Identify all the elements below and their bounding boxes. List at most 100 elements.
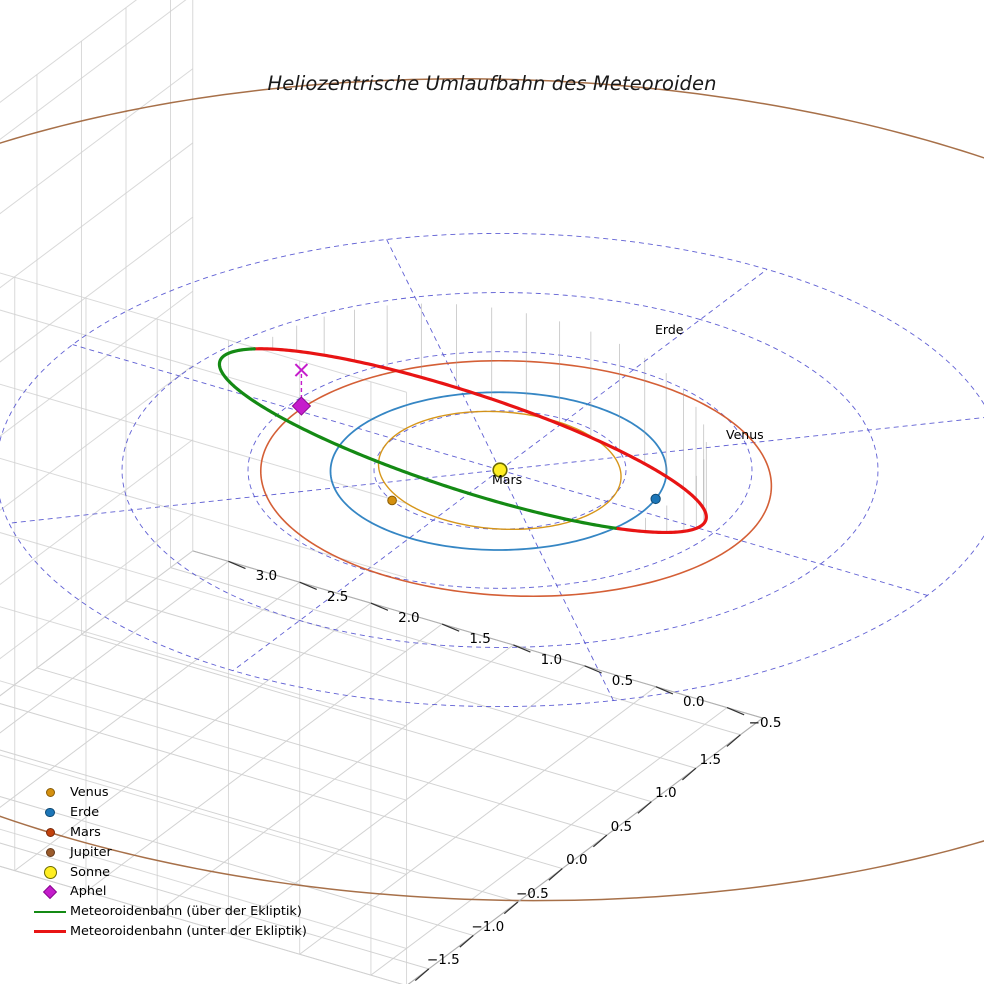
legend-marker-diamond-icon bbox=[30, 884, 70, 899]
x-axis-tick-label: −1.0 bbox=[471, 918, 505, 935]
y-axis-tick bbox=[228, 560, 246, 570]
meteoroid-orbit-above bbox=[217, 347, 563, 520]
marker-erde bbox=[650, 493, 661, 505]
legend-label: Meteoroidenbahn (unter der Ekliptik) bbox=[70, 923, 307, 939]
pane-gridline bbox=[0, 581, 300, 808]
y-axis-tick bbox=[726, 707, 745, 716]
legend-label: Jupiter bbox=[70, 844, 112, 860]
pane-gridline bbox=[0, 439, 194, 586]
pane-gridline bbox=[0, 532, 407, 653]
legend-marker-circle-icon bbox=[30, 847, 70, 857]
pane-gridline bbox=[0, 309, 407, 430]
x-axis-tick bbox=[548, 868, 563, 881]
x-axis-tick bbox=[637, 801, 652, 814]
pane-gridline bbox=[0, 560, 229, 734]
legend-label: Meteoroidenbahn (über der Ekliptik) bbox=[70, 904, 302, 920]
x-axis-tick-label: 0.0 bbox=[566, 852, 588, 869]
ecliptic-spoke bbox=[8, 469, 501, 524]
y-axis-tick-label: 1.0 bbox=[540, 651, 563, 668]
orbit-stems bbox=[272, 303, 707, 533]
x-axis-tick-label: 0.5 bbox=[610, 818, 633, 835]
pane-gridline bbox=[0, 0, 187, 141]
pane-gridline bbox=[0, 680, 407, 801]
x-axis-tick-label: −0.5 bbox=[515, 885, 549, 902]
y-axis-tick-label: 3.0 bbox=[255, 568, 278, 585]
ecliptic-spoke bbox=[72, 344, 501, 471]
pane-gridline bbox=[0, 606, 407, 727]
ecliptic-circle bbox=[121, 292, 879, 648]
legend-marker-circle-icon bbox=[30, 807, 70, 818]
legend-item-meteoroidenbahn[interactable]: Meteoroidenbahn (über der Ekliptik) bbox=[30, 902, 360, 922]
ecliptic-spoke bbox=[499, 417, 984, 471]
pane-gridline bbox=[170, 567, 741, 736]
legend-item-venus[interactable]: Venus bbox=[30, 783, 360, 803]
x-axis-tick bbox=[592, 834, 608, 848]
page-title: Heliozentrische Umlaufbahn des Meteoroid… bbox=[267, 72, 717, 95]
x-axis-tick bbox=[459, 934, 474, 948]
legend-item-sonne[interactable]: Sonne bbox=[30, 862, 360, 882]
legend-label: Aphel bbox=[70, 884, 107, 900]
y-axis-tick bbox=[441, 623, 460, 632]
x-axis-spine bbox=[407, 717, 763, 984]
erde-label: Erde bbox=[655, 322, 684, 337]
y-axis-tick-label: 0.5 bbox=[611, 672, 634, 689]
ecliptic-spoke bbox=[499, 469, 928, 596]
pane-gridline bbox=[0, 365, 194, 511]
pane-gridline bbox=[125, 600, 697, 769]
ecliptic-spoke bbox=[499, 469, 614, 701]
legend-item-meteoroidenbahn[interactable]: Meteoroidenbahn (unter der Ekliptik) bbox=[30, 922, 360, 942]
legend-item-jupiter[interactable]: Jupiter bbox=[30, 842, 360, 862]
y-axis-tick-label: −0.5 bbox=[748, 714, 782, 731]
pane-gridline bbox=[0, 754, 407, 875]
body-markers bbox=[291, 363, 661, 506]
pane-gridline bbox=[0, 68, 194, 215]
y-axis-tick-label: 1.5 bbox=[469, 631, 491, 647]
jupiter-orbit bbox=[0, 78, 984, 902]
pane-gridline bbox=[0, 703, 563, 870]
meteoroid-orbit-above bbox=[558, 516, 620, 531]
pane-gridline bbox=[0, 457, 407, 579]
y-axis-spine bbox=[192, 550, 763, 719]
pane-gridline bbox=[14, 602, 372, 872]
x-axis-tick-label: 1.0 bbox=[655, 785, 677, 802]
legend[interactable]: Venus Erde Mars Jupiter Sonne Aphel Meteoroide… bbox=[30, 783, 360, 941]
axis-panes bbox=[0, 0, 763, 984]
ecliptic-spoke bbox=[232, 469, 501, 672]
pane-gridline bbox=[0, 272, 407, 393]
pane-gridline bbox=[81, 633, 652, 803]
x-axis-tick bbox=[681, 767, 697, 781]
legend-marker-line-icon bbox=[30, 910, 70, 913]
pane-gridline bbox=[85, 623, 443, 892]
aphel-cross-marker bbox=[294, 363, 309, 377]
pane-gridline bbox=[0, 749, 518, 903]
pane-gridline bbox=[370, 707, 728, 976]
marker-aphel bbox=[291, 396, 312, 416]
ecliptic-spoke bbox=[386, 239, 501, 471]
x-axis-tick bbox=[726, 734, 741, 747]
venus-label: Venus bbox=[726, 427, 764, 442]
legend-label: Venus bbox=[70, 785, 109, 801]
legend-marker-circle-icon bbox=[30, 788, 70, 798]
marker-sonne bbox=[492, 462, 508, 478]
y-axis-tick bbox=[370, 602, 389, 611]
mars-label: Mars bbox=[492, 472, 523, 487]
x-axis-tick bbox=[503, 901, 519, 915]
x-axis-tick bbox=[414, 968, 430, 982]
ecliptic-reference-grid bbox=[0, 232, 984, 708]
y-axis-tick bbox=[513, 644, 531, 653]
x-axis-tick-label: −1.5 bbox=[426, 952, 460, 969]
marker-venus bbox=[387, 495, 397, 506]
legend-item-aphel[interactable]: Aphel bbox=[30, 882, 360, 902]
legend-item-erde[interactable]: Erde bbox=[30, 803, 360, 823]
y-axis-tick bbox=[299, 581, 317, 590]
ecliptic-spoke bbox=[499, 268, 768, 471]
legend-label: Erde bbox=[70, 805, 100, 821]
legend-marker-circle-icon bbox=[30, 827, 70, 837]
pane-gridline bbox=[0, 865, 403, 984]
legend-item-mars[interactable]: Mars bbox=[30, 823, 360, 843]
y-axis-tick-label: 0.0 bbox=[683, 693, 705, 710]
pane-gridline bbox=[0, 290, 194, 437]
legend-label: Sonne bbox=[70, 864, 111, 880]
